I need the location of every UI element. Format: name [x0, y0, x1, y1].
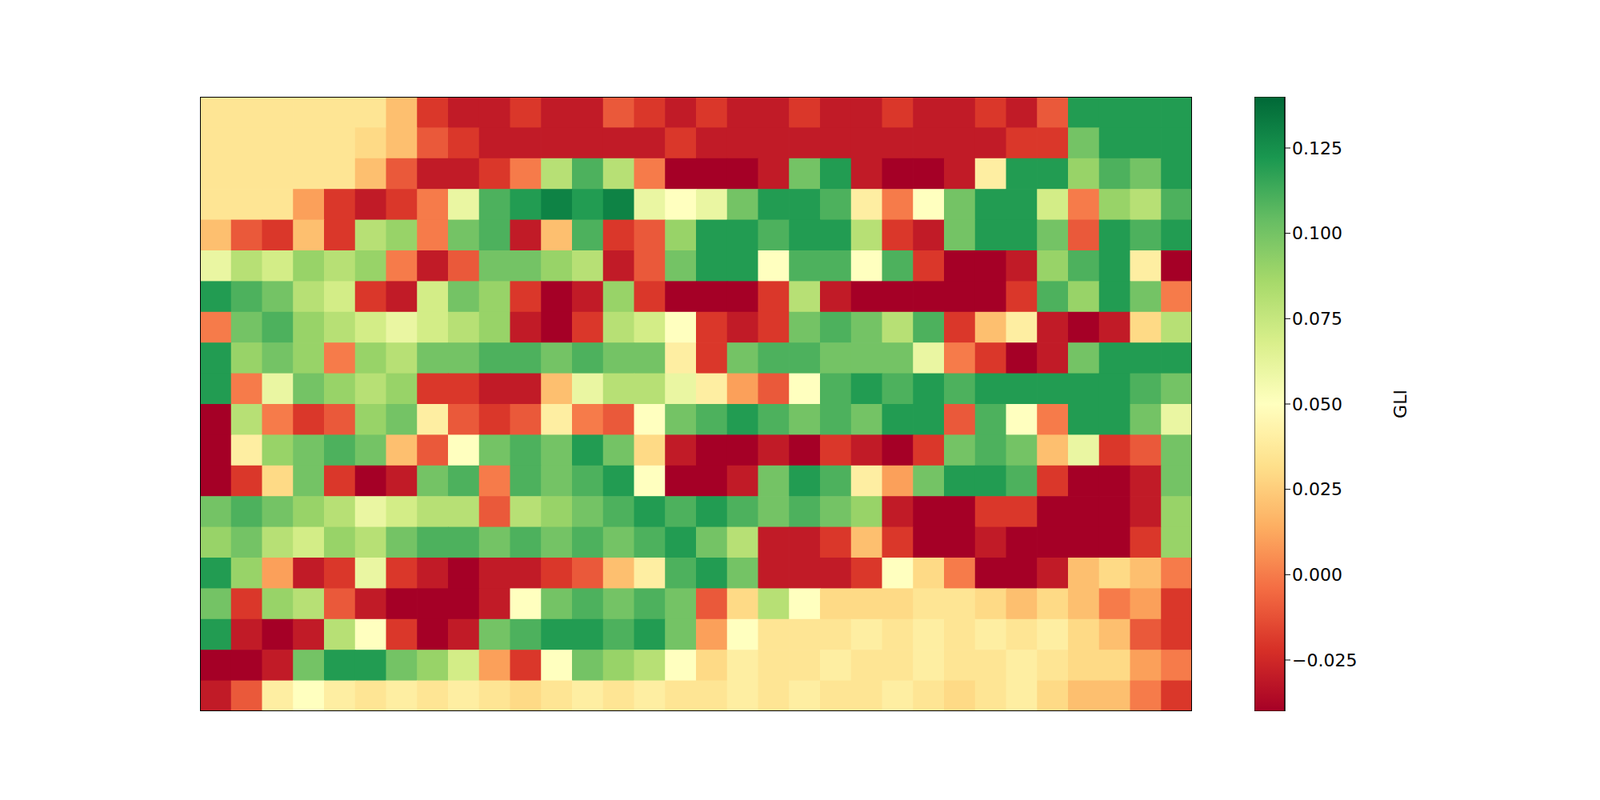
svg-text:0.025: 0.025: [1292, 479, 1343, 500]
svg-text:0.125: 0.125: [1292, 138, 1343, 159]
svg-text:0.075: 0.075: [1292, 308, 1343, 329]
svg-text:0.050: 0.050: [1292, 394, 1343, 415]
svg-text:−0.025: −0.025: [1292, 650, 1357, 671]
svg-text:GLI: GLI: [1390, 389, 1411, 419]
svg-text:0.000: 0.000: [1292, 564, 1343, 585]
svg-text:0.100: 0.100: [1292, 223, 1343, 244]
